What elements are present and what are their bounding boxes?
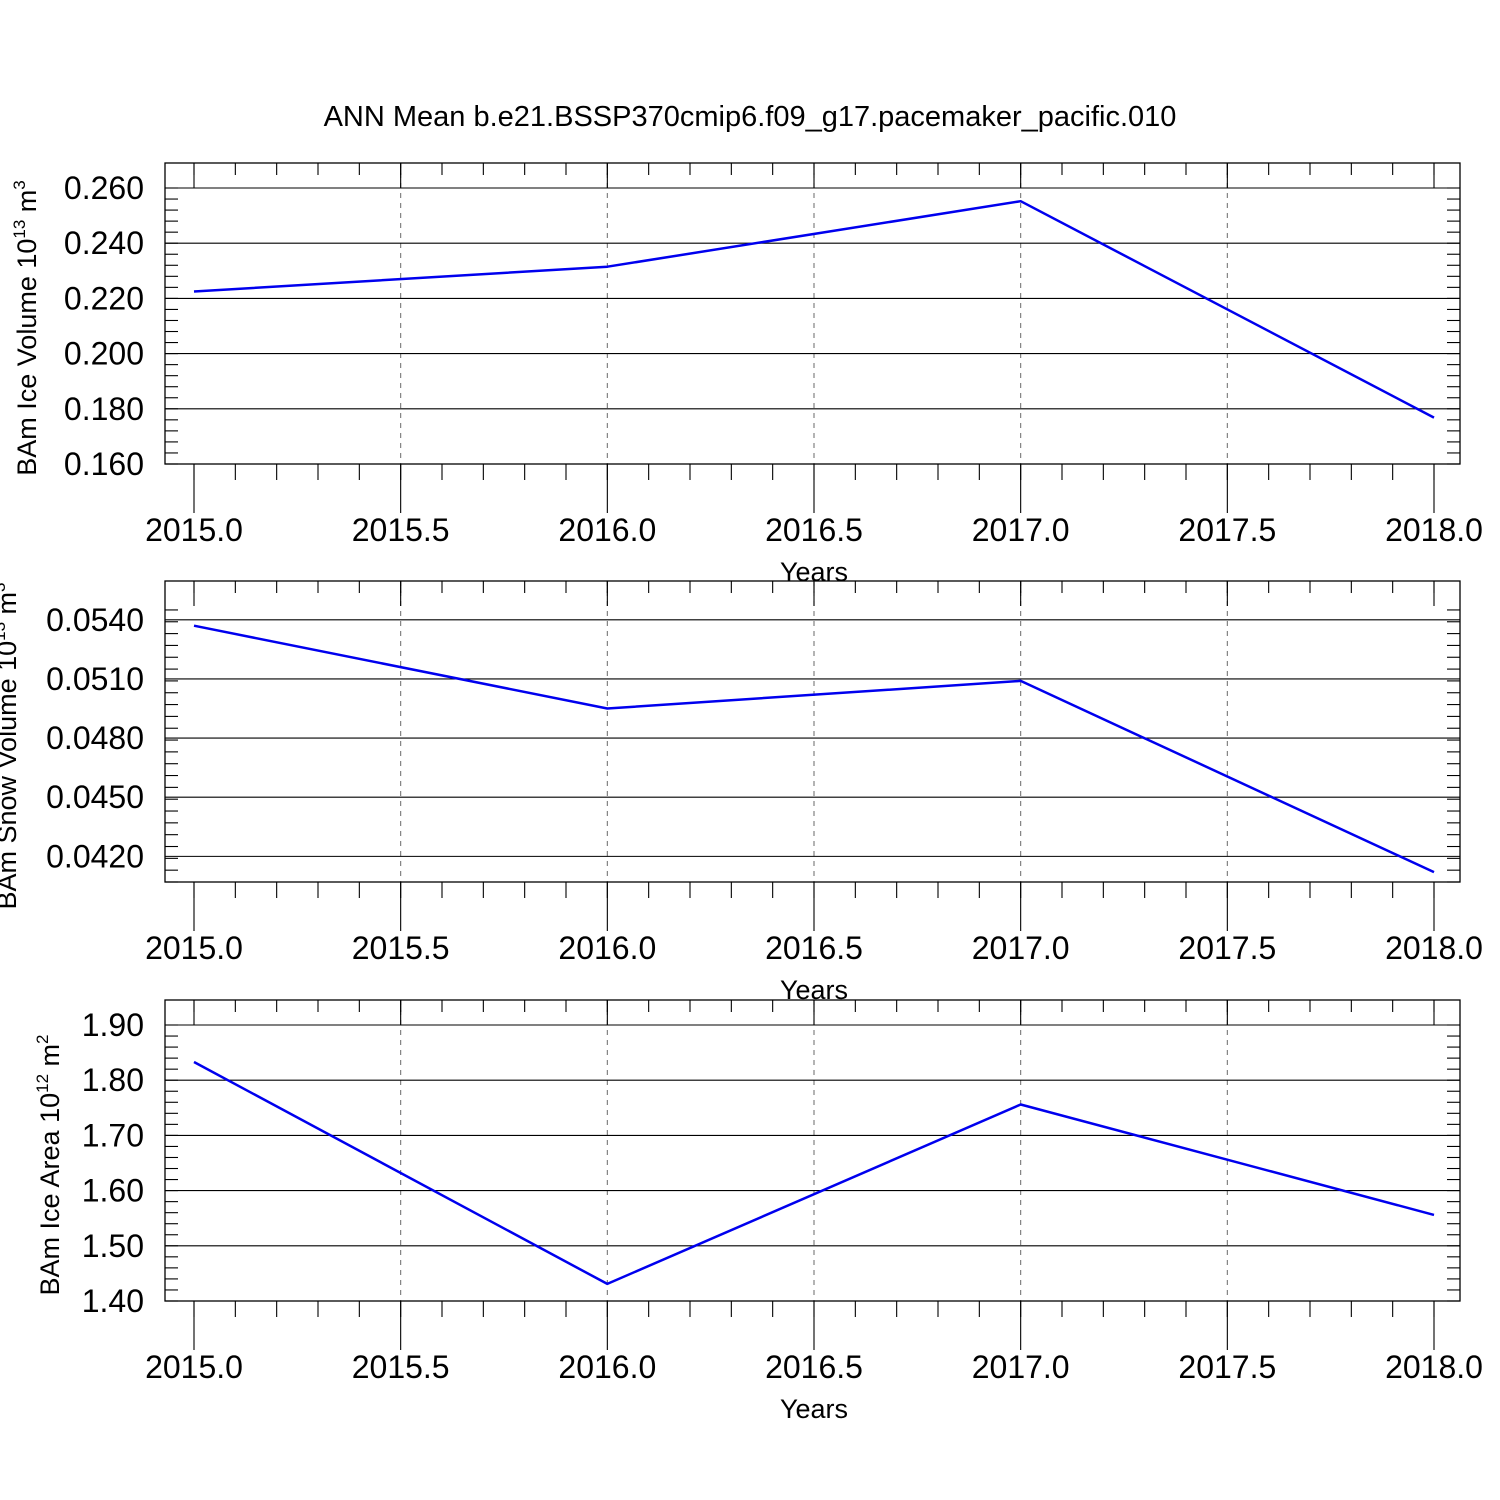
series-line xyxy=(193,1060,1435,1286)
panel-2: 0.0420 0.0450 0.0480 0.0510 0.0540 2015.0 2015… xyxy=(0,580,1483,1005)
x-tick-label: 2015.5 xyxy=(352,1349,450,1385)
y-tick-label: 0.0540 xyxy=(46,602,144,638)
y-tick-label: 0.200 xyxy=(64,336,144,372)
y-tick-label: 1.90 xyxy=(82,1007,144,1043)
x-tick-label: 2017.0 xyxy=(972,1349,1070,1385)
y-tick-label: 1.50 xyxy=(82,1228,144,1264)
y-axis-label: BAm Snow Volume 1013 m3 xyxy=(0,582,22,909)
y-tick-label: 0.220 xyxy=(64,280,144,316)
x-tick-label: 2016.0 xyxy=(558,930,656,966)
y-tick-label: 0.260 xyxy=(64,170,144,206)
y-tick-label: 1.80 xyxy=(82,1062,144,1098)
x-tick-label: 2016.5 xyxy=(765,1349,863,1385)
x-tick-label: 2016.0 xyxy=(558,1349,656,1385)
x-axis-label: Years xyxy=(780,1394,848,1424)
panel-3: 1.40 1.50 1.60 1.70 1.80 1.90 2015.0 2015.5 2016… xyxy=(33,999,1483,1424)
panels: 0.160 0.180 0.200 0.220 0.240 0.260 2015.0 2015… xyxy=(0,162,1483,1424)
y-tick-label: 0.0510 xyxy=(46,661,144,697)
y-tick-label: 1.60 xyxy=(82,1173,144,1209)
x-tick-label: 2015.5 xyxy=(352,930,450,966)
x-tick-label: 2017.5 xyxy=(1178,1349,1276,1385)
x-tick-label: 2018.0 xyxy=(1385,512,1483,548)
x-tick-label: 2016.5 xyxy=(765,930,863,966)
x-tick-label: 2015.5 xyxy=(352,512,450,548)
panel-1: 0.160 0.180 0.200 0.220 0.240 0.260 2015.0 2015… xyxy=(10,162,1483,587)
x-tick-label: 2017.0 xyxy=(972,512,1070,548)
x-tick-label: 2016.5 xyxy=(765,512,863,548)
plot-frame xyxy=(164,580,1461,883)
x-tick-label: 2017.5 xyxy=(1178,512,1276,548)
x-tick-label: 2018.0 xyxy=(1385,1349,1483,1385)
series-line xyxy=(193,624,1435,874)
x-tick-label: 2015.0 xyxy=(145,930,243,966)
x-tick-label: 2018.0 xyxy=(1385,930,1483,966)
y-axis-label: BAm Ice Volume 1013 m3 xyxy=(10,180,42,476)
x-tick-label: 2016.0 xyxy=(558,512,656,548)
y-axis-label: BAm Ice Area 1012 m2 xyxy=(33,1035,65,1296)
y-tick-label: 0.0450 xyxy=(46,779,144,815)
series-line xyxy=(193,199,1435,419)
x-tick-label: 2017.5 xyxy=(1178,930,1276,966)
figure-title: ANN Mean b.e21.BSSP370cmip6.f09_g17.pace… xyxy=(324,101,1177,133)
x-tick-label: 2015.0 xyxy=(145,512,243,548)
x-tick-label: 2015.0 xyxy=(145,1349,243,1385)
y-tick-label: 0.180 xyxy=(64,391,144,427)
y-tick-label: 1.70 xyxy=(82,1117,144,1153)
x-tick-label: 2017.0 xyxy=(972,930,1070,966)
y-tick-label: 0.240 xyxy=(64,225,144,261)
y-tick-label: 0.0420 xyxy=(46,838,144,874)
y-tick-label: 1.40 xyxy=(82,1283,144,1319)
y-tick-label: 0.0480 xyxy=(46,720,144,756)
y-tick-label: 0.160 xyxy=(64,446,144,482)
